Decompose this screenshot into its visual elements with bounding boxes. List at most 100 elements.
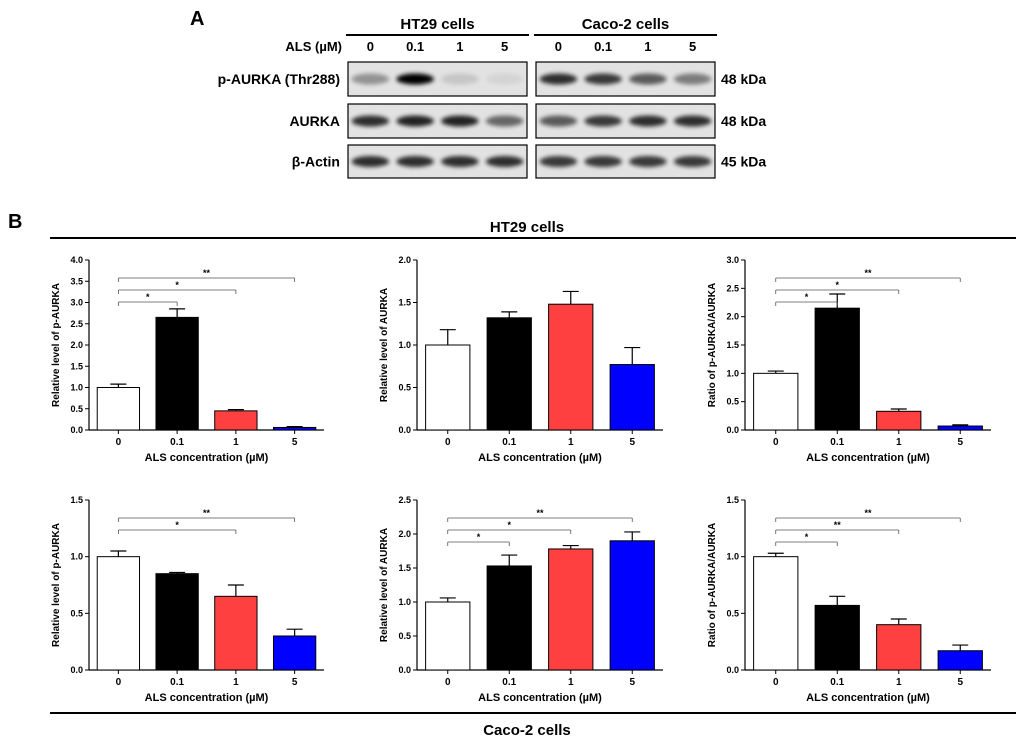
bar <box>814 604 860 671</box>
x-tick-label: 0.1 <box>170 677 184 688</box>
blot-band <box>485 115 524 127</box>
dose-label: 1 <box>644 39 651 54</box>
bar <box>96 387 141 431</box>
x-tick-label: 5 <box>629 677 635 688</box>
bar <box>272 426 317 431</box>
blot-band <box>673 115 712 127</box>
bar <box>486 565 532 671</box>
bar <box>214 595 258 671</box>
bar <box>753 372 799 431</box>
bar-chart: 0.0 0.5 1.0 1.5 Ratio of p-AURKA/AURKA 0 0.1 1 5… <box>707 495 991 704</box>
y-tick-label: 0.5 <box>70 404 83 414</box>
x-tick-label: 0.1 <box>502 437 516 448</box>
x-tick-label: 1 <box>568 677 574 688</box>
cell-group-label: HT29 cells <box>400 16 474 33</box>
y-tick-label: 3.0 <box>726 255 739 265</box>
y-tick-label: 2.0 <box>726 312 739 322</box>
blot-band <box>539 73 578 85</box>
bar <box>486 317 532 431</box>
bar-chart: 0.0 0.5 1.0 1.5 2.0 Relative level of AURKA 0 0… <box>379 255 663 464</box>
sig-label: ** <box>536 508 544 518</box>
bar <box>272 635 317 671</box>
blot-band <box>584 115 622 127</box>
x-axis-label: ALS concentration (µM) <box>145 452 269 464</box>
group-title-bottom: Caco-2 cells <box>483 722 571 739</box>
bar <box>548 548 594 671</box>
x-tick-label: 0.1 <box>502 677 516 688</box>
y-tick-label: 1.5 <box>726 495 739 505</box>
bar <box>876 410 922 431</box>
panel-a-label: A <box>190 8 204 30</box>
blot-band <box>441 73 479 85</box>
blot-band <box>673 156 712 167</box>
dose-label: 0.1 <box>406 39 424 54</box>
bar <box>548 303 594 431</box>
blot-band <box>485 73 524 85</box>
bar <box>155 573 199 671</box>
bar-chart: 0.0 0.5 1.0 1.5 2.0 2.5 3.0 3.5 4.0 Relative leve… <box>51 255 324 464</box>
y-axis-label: Relative level of AURKA <box>379 528 390 642</box>
y-tick-label: 0.0 <box>726 425 739 435</box>
blot-band <box>629 73 667 85</box>
y-axis-label: Ratio of p-AURKA/AURKA <box>707 283 718 407</box>
blot-band <box>584 156 622 167</box>
y-tick-label: 1.5 <box>726 340 739 350</box>
blot-band <box>629 115 667 127</box>
x-tick-label: 1 <box>896 437 902 448</box>
x-tick-label: 0 <box>773 677 779 688</box>
y-tick-label: 1.0 <box>726 368 739 378</box>
sig-label: * <box>805 532 809 542</box>
y-tick-label: 1.0 <box>726 552 739 562</box>
y-tick-label: 4.0 <box>70 255 83 265</box>
x-tick-label: 0.1 <box>830 437 844 448</box>
blot-band <box>539 156 578 167</box>
bar <box>155 316 199 431</box>
blot-band <box>396 156 434 167</box>
blot-band <box>441 115 479 127</box>
dose-label: 5 <box>689 39 696 54</box>
y-tick-label: 0.0 <box>70 665 83 675</box>
y-axis-label: Relative level of p-AURKA <box>51 523 62 647</box>
y-tick-label: 1.0 <box>70 552 83 562</box>
x-tick-label: 1 <box>233 677 239 688</box>
sig-label: * <box>175 280 179 290</box>
sig-label: ** <box>864 508 872 518</box>
sig-label: * <box>835 280 839 290</box>
x-tick-label: 0 <box>773 437 779 448</box>
y-tick-label: 2.0 <box>398 529 411 539</box>
panel-b-bar-charts: B HT29 cells Caco-2 cells 0.0 0.5 1.0 1.5 2.0 2.… <box>8 211 1016 739</box>
x-tick-label: 5 <box>292 437 298 448</box>
sig-label: ** <box>834 520 842 530</box>
y-tick-label: 1.5 <box>398 563 411 573</box>
y-tick-label: 0.5 <box>726 397 739 407</box>
blot-protein-label: p-AURKA (Thr288) <box>218 71 340 87</box>
blot-band <box>539 115 578 127</box>
y-tick-label: 3.0 <box>70 298 83 308</box>
bar-chart: 0.0 0.5 1.0 1.5 2.0 2.5 Relative level of AURK… <box>379 495 663 704</box>
y-tick-label: 2.0 <box>70 340 83 350</box>
blot-size-label: 48 kDa <box>721 71 766 87</box>
y-tick-label: 1.5 <box>398 298 411 308</box>
sig-label: * <box>477 532 481 542</box>
bar <box>425 601 471 671</box>
blot-band <box>351 73 390 85</box>
y-tick-label: 0.0 <box>70 425 83 435</box>
y-axis-label: Ratio of p-AURKA/AURKA <box>707 523 718 647</box>
y-tick-label: 1.0 <box>398 340 411 350</box>
x-tick-label: 0 <box>116 677 122 688</box>
dose-label: 0 <box>555 39 562 54</box>
bar <box>609 364 655 431</box>
bar <box>609 540 655 671</box>
sig-label: * <box>507 520 511 530</box>
x-tick-label: 5 <box>629 437 635 448</box>
x-tick-label: 0.1 <box>170 437 184 448</box>
bar <box>753 556 799 671</box>
dose-label: 0 <box>367 39 374 54</box>
x-axis-label: ALS concentration (µM) <box>478 452 602 464</box>
y-tick-label: 0.0 <box>398 425 411 435</box>
blot-band <box>351 156 390 167</box>
x-tick-label: 1 <box>233 437 239 448</box>
sig-label: * <box>175 520 179 530</box>
